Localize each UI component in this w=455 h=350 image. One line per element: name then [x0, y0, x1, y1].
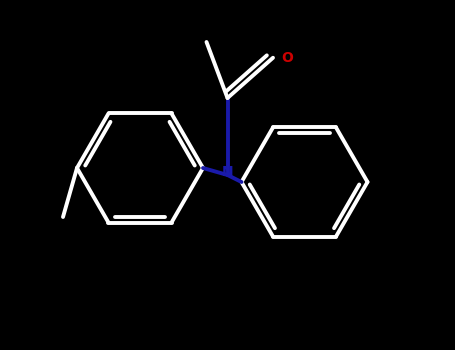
- Text: N: N: [222, 164, 233, 178]
- Text: O: O: [282, 51, 293, 65]
